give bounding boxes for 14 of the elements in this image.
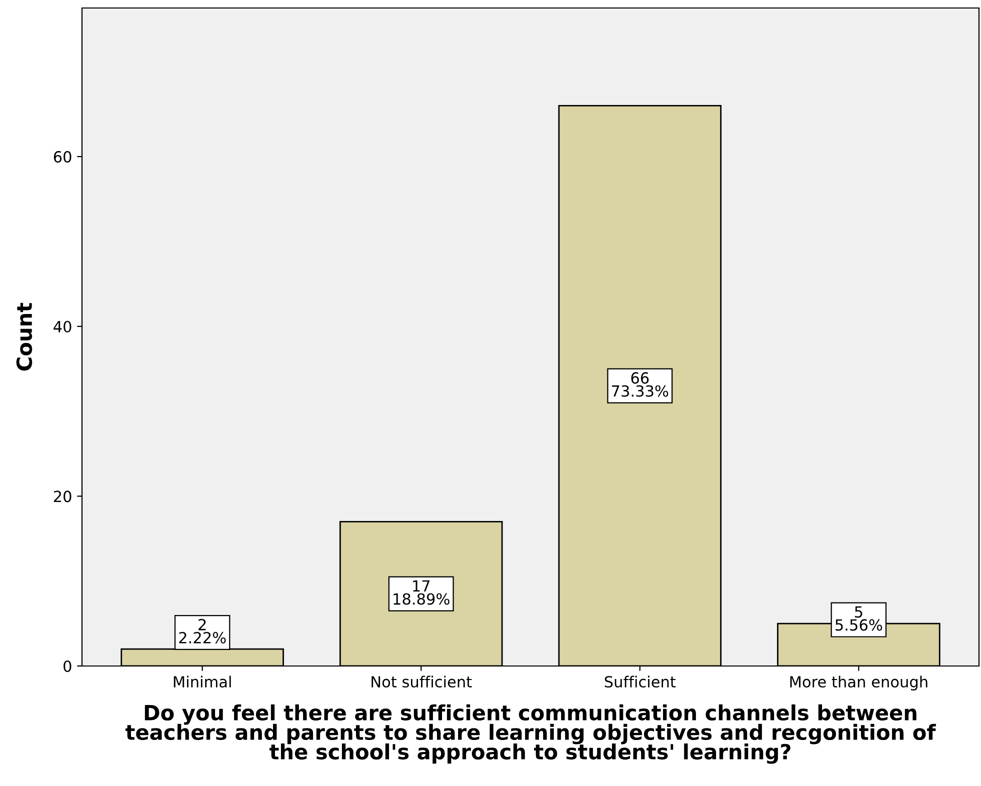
x-tick-label: Sufficient	[604, 676, 676, 688]
y-tick-label: 0	[64, 660, 72, 672]
x-tick-label: Not sufficient	[372, 676, 472, 688]
x-tick-label: More than enough	[790, 676, 928, 691]
y-tick-label: 40	[54, 320, 72, 332]
y-tick-label: 60	[54, 151, 72, 163]
x-axis-title: Do you feel there are sufficient communication channels between teachers and parents to share learning objectives and recgonition of the school's approach to students' learning?	[126, 704, 936, 764]
y-tick-label: 20	[54, 490, 72, 502]
x-tick-label: Minimal	[174, 676, 231, 688]
data-label: 66 73.33%	[612, 372, 668, 397]
data-label: 17 18.89%	[394, 580, 450, 605]
y-axis-title: Count	[16, 302, 32, 371]
data-label: 5 5.56%	[836, 606, 882, 631]
data-label: 2 2.22%	[179, 618, 226, 644]
